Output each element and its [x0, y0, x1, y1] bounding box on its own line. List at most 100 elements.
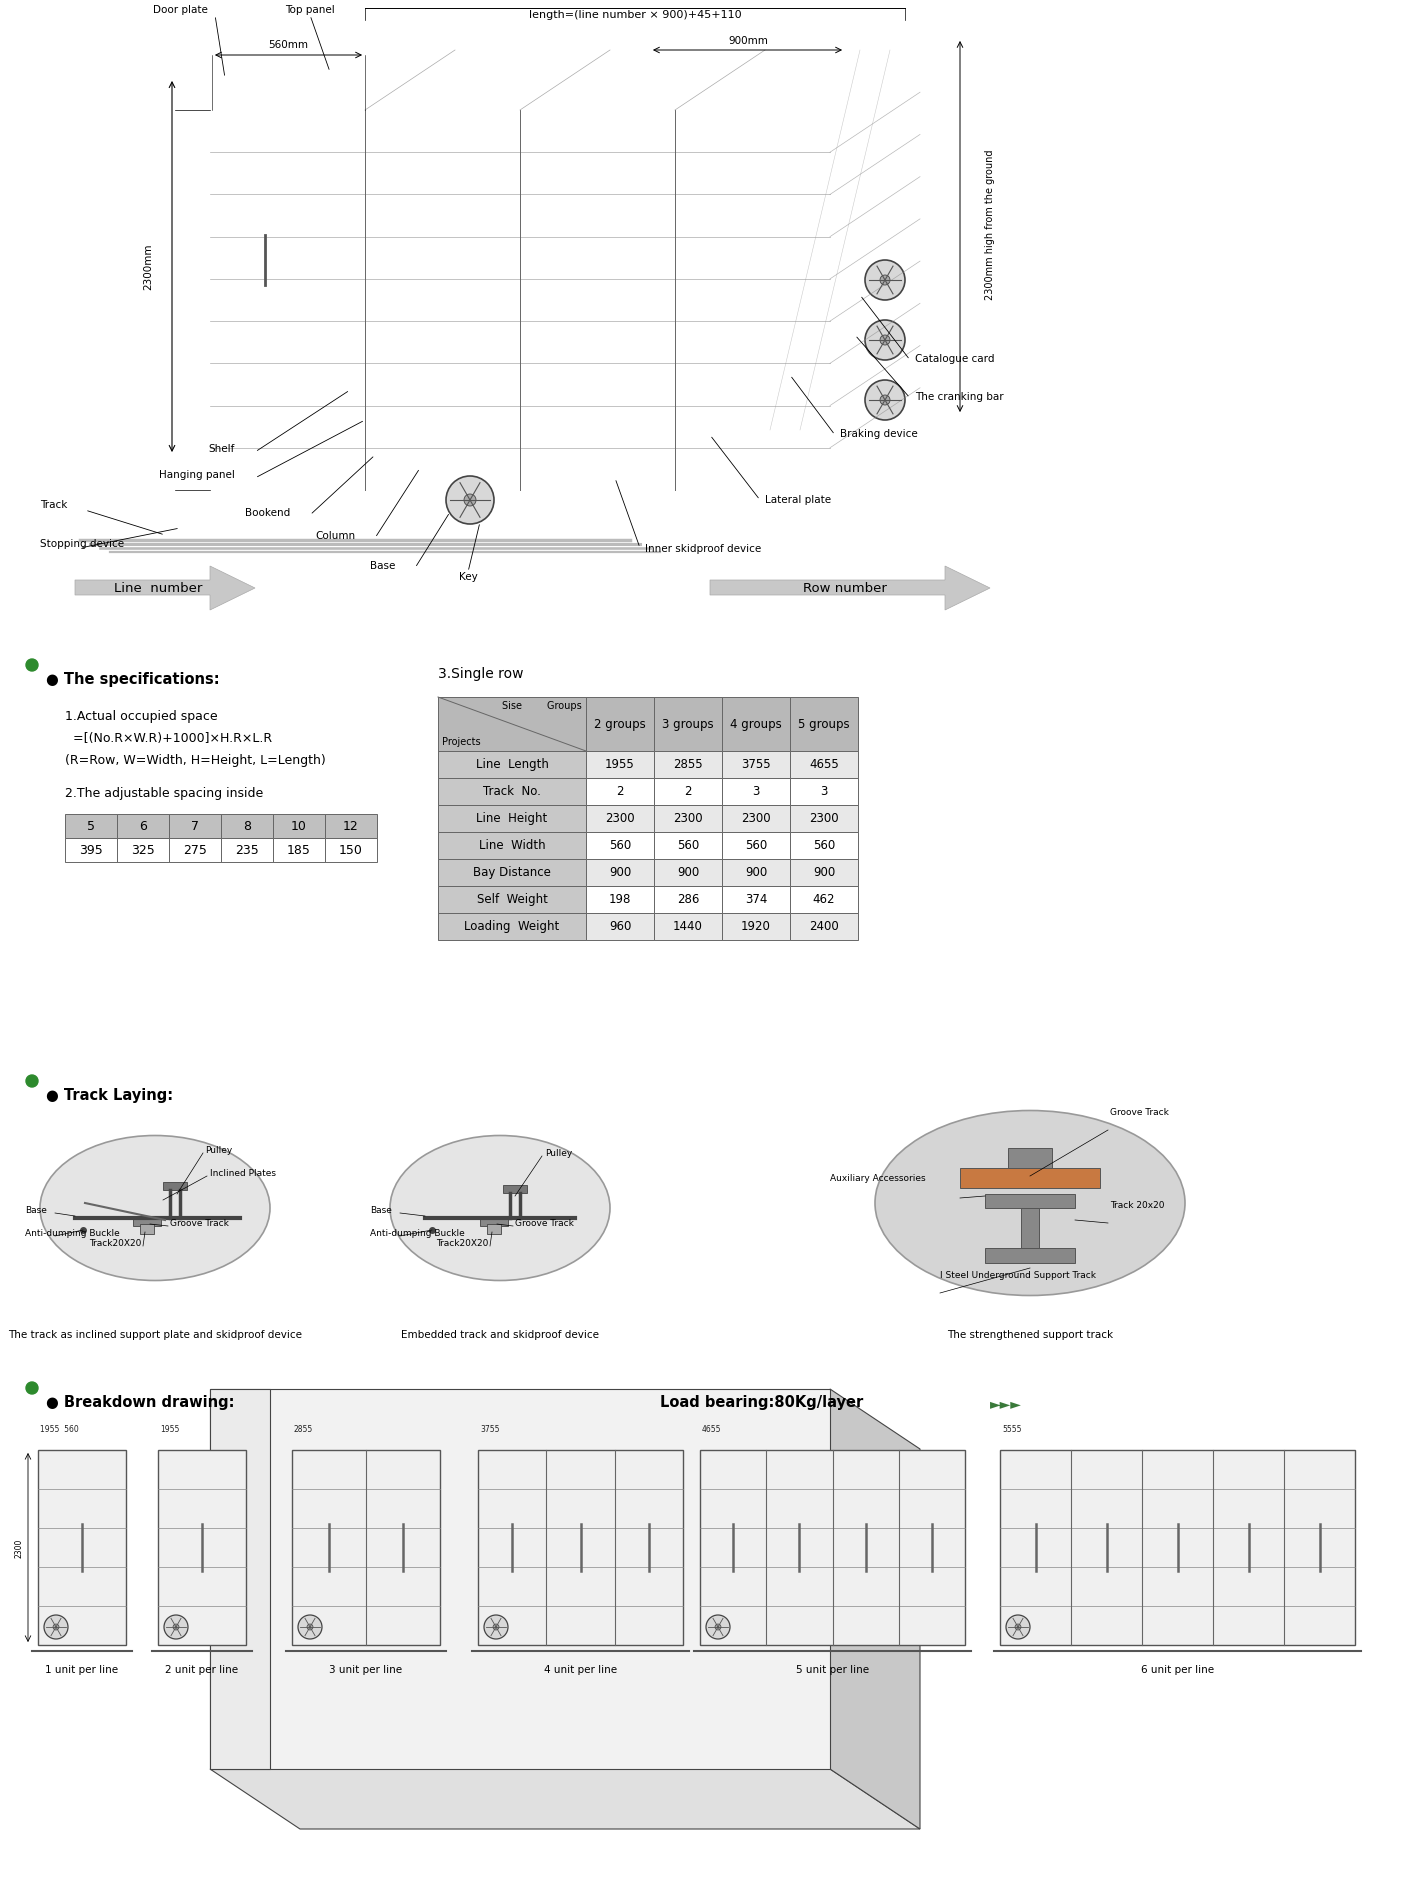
Text: 900: 900	[745, 866, 767, 879]
Text: Line  number: Line number	[114, 581, 202, 594]
Text: Hanging panel: Hanging panel	[159, 470, 234, 479]
Text: 2300: 2300	[605, 812, 635, 825]
Bar	[438, 859, 585, 887]
Text: Base: Base	[369, 1206, 392, 1216]
Text: 1 unit per line: 1 unit per line	[45, 1665, 118, 1674]
Text: Column: Column	[315, 532, 355, 541]
Text: Groove Track: Groove Track	[1110, 1109, 1169, 1116]
Bar	[487, 1223, 502, 1235]
Bar	[985, 1193, 1076, 1208]
Text: 2300: 2300	[674, 812, 703, 825]
Polygon shape	[210, 1389, 270, 1768]
Bar	[169, 838, 222, 862]
Circle shape	[865, 259, 905, 301]
Bar	[790, 804, 858, 832]
Text: 4 groups: 4 groups	[730, 718, 782, 731]
Bar	[169, 814, 222, 838]
Circle shape	[465, 494, 476, 505]
Bar	[790, 859, 858, 887]
Bar	[65, 814, 117, 838]
Bar	[790, 913, 858, 940]
Circle shape	[1006, 1614, 1030, 1638]
Text: 560: 560	[608, 840, 631, 851]
Text: 1955: 1955	[161, 1424, 179, 1434]
Circle shape	[880, 274, 890, 286]
Text: 6: 6	[139, 819, 146, 832]
Ellipse shape	[40, 1135, 270, 1280]
Bar	[790, 778, 858, 804]
Text: The cranking bar: The cranking bar	[915, 393, 1003, 402]
Bar	[273, 814, 325, 838]
Text: Auxiliary Accessories: Auxiliary Accessories	[830, 1174, 925, 1184]
Bar	[654, 804, 722, 832]
Circle shape	[26, 1075, 38, 1086]
Bar	[654, 913, 722, 940]
Bar	[654, 697, 722, 752]
Text: 560: 560	[813, 840, 836, 851]
Text: 1955: 1955	[605, 757, 635, 770]
Bar	[722, 913, 790, 940]
Bar	[790, 832, 858, 859]
Bar	[1007, 1148, 1052, 1169]
Bar	[480, 1216, 507, 1225]
Text: 4 unit per line: 4 unit per line	[544, 1665, 617, 1674]
Bar	[438, 913, 585, 940]
Bar	[585, 887, 654, 913]
Bar	[585, 778, 654, 804]
Text: 6 unit per line: 6 unit per line	[1141, 1665, 1214, 1674]
Text: 3 unit per line: 3 unit per line	[330, 1665, 402, 1674]
Bar	[134, 1216, 161, 1225]
Text: 2300mm high from the ground: 2300mm high from the ground	[985, 150, 995, 301]
Text: length=(line number × 900)+45+110: length=(line number × 900)+45+110	[529, 9, 742, 21]
Text: 286: 286	[676, 893, 699, 906]
Bar	[117, 838, 169, 862]
Bar	[585, 752, 654, 778]
Bar	[790, 752, 858, 778]
Text: 2300: 2300	[14, 1539, 23, 1558]
Text: The strengthened support track: The strengthened support track	[946, 1330, 1113, 1340]
Polygon shape	[210, 1389, 830, 1768]
Text: 7: 7	[190, 819, 199, 832]
Text: 2: 2	[617, 785, 624, 799]
Text: 5 groups: 5 groups	[799, 718, 850, 731]
Text: Loading  Weight: Loading Weight	[465, 921, 560, 934]
Text: 900: 900	[813, 866, 836, 879]
Bar	[585, 859, 654, 887]
Text: 2: 2	[685, 785, 692, 799]
Text: 275: 275	[183, 844, 207, 857]
Text: Braking device: Braking device	[840, 428, 918, 440]
Circle shape	[173, 1623, 179, 1629]
Text: 10: 10	[291, 819, 307, 832]
Bar	[438, 887, 585, 913]
Text: 198: 198	[608, 893, 631, 906]
Bar	[1000, 1451, 1356, 1644]
Text: 3: 3	[752, 785, 760, 799]
Text: 2855: 2855	[674, 757, 703, 770]
Text: Sise        Groups: Sise Groups	[502, 701, 583, 710]
Text: Anti-dumping Buckle: Anti-dumping Buckle	[369, 1229, 465, 1238]
Bar	[585, 832, 654, 859]
Bar	[503, 1186, 527, 1193]
Polygon shape	[710, 566, 990, 611]
Text: ● Track Laying:: ● Track Laying:	[45, 1088, 173, 1103]
Circle shape	[26, 660, 38, 671]
Text: Line  Width: Line Width	[479, 840, 546, 851]
Text: I Steel Underground Support Track: I Steel Underground Support Track	[941, 1270, 1096, 1280]
Circle shape	[53, 1623, 60, 1629]
Bar	[722, 752, 790, 778]
Bar	[38, 1451, 126, 1644]
Circle shape	[26, 1381, 38, 1394]
Text: 2300: 2300	[742, 812, 770, 825]
Text: Anti-dumping Buckle: Anti-dumping Buckle	[26, 1229, 119, 1238]
Text: Line  Length: Line Length	[476, 757, 549, 770]
Text: 235: 235	[234, 844, 259, 857]
Bar	[701, 1451, 965, 1644]
Circle shape	[880, 395, 890, 406]
Text: Projects: Projects	[442, 737, 480, 748]
Text: 2 groups: 2 groups	[594, 718, 647, 731]
Bar	[438, 752, 585, 778]
Text: ►►►: ►►►	[990, 1396, 1022, 1411]
Text: 900: 900	[676, 866, 699, 879]
Text: 900mm: 900mm	[728, 36, 767, 45]
Polygon shape	[210, 1768, 919, 1828]
